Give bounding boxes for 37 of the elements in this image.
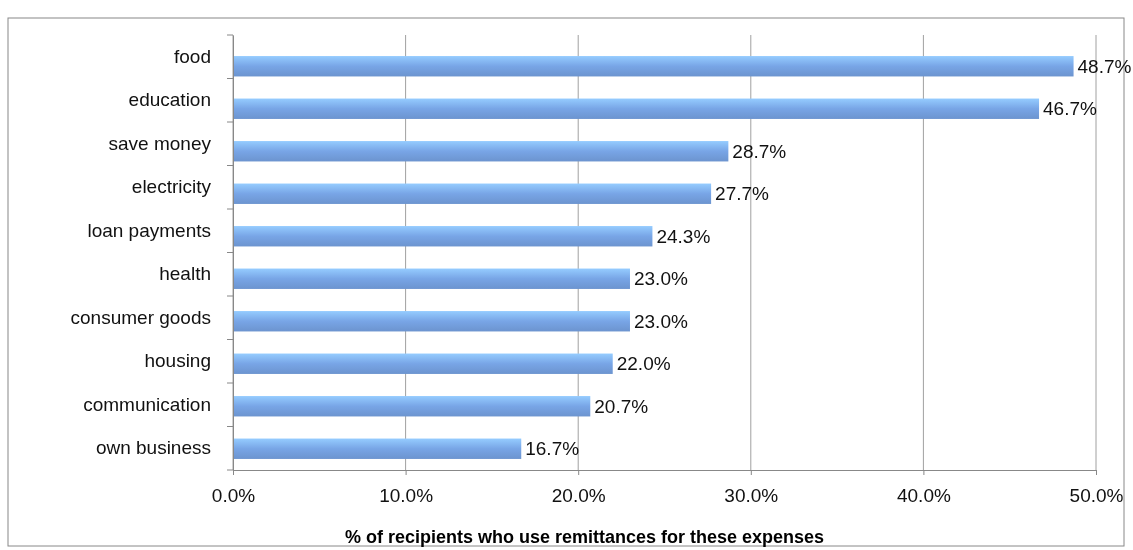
data-label: 24.3% bbox=[656, 225, 711, 247]
x-tick-label: 20.0% bbox=[551, 485, 606, 507]
y-tick-label: education bbox=[128, 89, 211, 111]
x-axis-title: % of recipients who use remittances for these expenses bbox=[344, 527, 825, 547]
x-tick-label: 10.0% bbox=[379, 485, 434, 507]
data-label: 22.0% bbox=[616, 353, 671, 375]
y-tick-label: save money bbox=[108, 132, 212, 154]
bar bbox=[233, 183, 712, 204]
bar bbox=[233, 353, 613, 374]
data-label: 20.7% bbox=[594, 395, 649, 417]
bar bbox=[233, 98, 1040, 119]
x-tick-label: 0.0% bbox=[211, 485, 256, 507]
y-tick-label: loan payments bbox=[87, 219, 211, 241]
y-tick-label: housing bbox=[144, 350, 211, 372]
y-tick-label: electricity bbox=[131, 176, 212, 198]
data-label: 27.7% bbox=[715, 183, 770, 205]
data-label: 28.7% bbox=[732, 140, 787, 162]
x-tick-label: 30.0% bbox=[724, 485, 779, 507]
bar bbox=[233, 438, 522, 459]
y-tick-label: health bbox=[159, 263, 211, 285]
data-label: 23.0% bbox=[633, 268, 688, 290]
data-label: 46.7% bbox=[1043, 98, 1098, 120]
y-tick-label: consumer goods bbox=[70, 306, 211, 328]
data-label: 23.0% bbox=[633, 310, 688, 332]
bar bbox=[233, 268, 630, 289]
y-tick-label: communication bbox=[83, 393, 211, 415]
bar bbox=[233, 226, 653, 247]
data-label: 16.7% bbox=[525, 438, 580, 460]
x-tick-label: 50.0% bbox=[1069, 485, 1124, 507]
data-label: 48.7% bbox=[1077, 55, 1132, 77]
y-tick-label: food bbox=[174, 45, 211, 67]
bar bbox=[233, 141, 729, 162]
y-tick-label: own business bbox=[95, 437, 211, 459]
bar bbox=[233, 396, 591, 417]
bar bbox=[233, 311, 630, 332]
bar bbox=[233, 56, 1074, 77]
x-tick-label: 40.0% bbox=[896, 485, 951, 507]
